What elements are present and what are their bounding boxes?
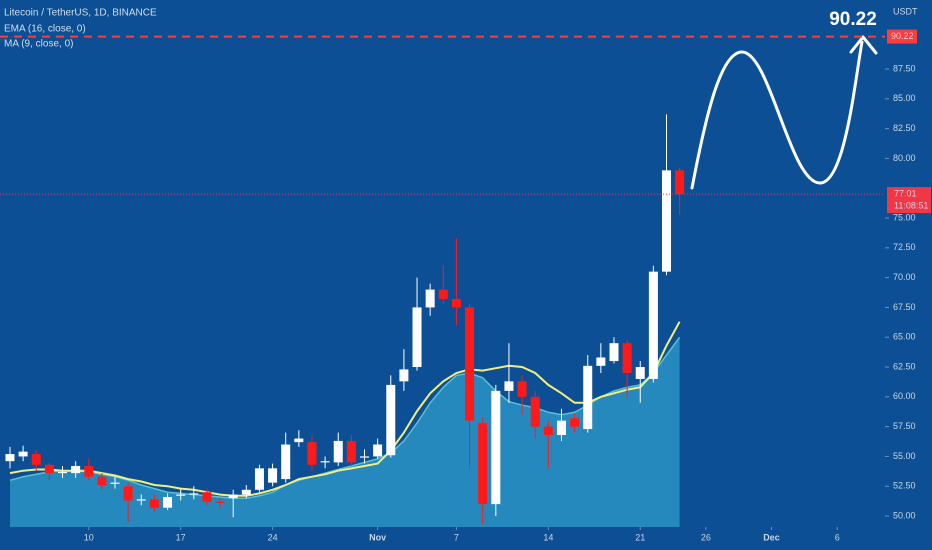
candle-body [241,489,251,495]
candle-body [215,501,225,503]
candle-body [228,494,238,499]
x-tick-label: Nov [369,532,386,542]
y-unit: USDT [893,6,918,16]
candle-body [360,456,370,458]
legend-entry: MA (9, close, 0) [4,39,73,50]
countdown-label: 11:08:51 [894,200,928,210]
candle-body [163,496,173,508]
candle-body [5,454,15,462]
y-tick-label: 80.00 [893,153,916,163]
candle-body [386,384,396,456]
y-tick-label: 82.50 [893,123,916,133]
candle-body [517,381,527,397]
price-label: 77.01 [894,188,917,198]
candle-body [281,444,291,480]
candle-body [307,442,317,465]
candle-body [333,440,343,463]
y-tick-label: 67.50 [893,302,916,312]
target-annotation: 90.22 [829,9,877,30]
target-axis-label: 90.22 [891,31,914,41]
y-tick-label: 52.50 [893,481,916,491]
x-tick-label: 17 [176,532,186,542]
candle-body [425,289,435,308]
candle-body [44,464,54,474]
candle-body [399,369,409,382]
x-tick-label: 14 [543,532,553,542]
candle-body [675,170,685,195]
x-tick-label: 10 [84,532,94,542]
candle-body [202,492,212,502]
x-tick-label: Dec [763,532,780,542]
x-tick-label: 7 [454,532,459,542]
candle-body [31,454,41,465]
y-tick-label: 60.00 [893,391,916,401]
candle-body [622,343,632,373]
candle-body [268,468,278,483]
candle-body [491,390,501,505]
candle-body [556,420,566,435]
y-tick-label: 72.50 [893,242,916,252]
candle-body [543,426,553,435]
candle-body [346,440,356,463]
candle-body [412,307,422,368]
y-tick-label: 50.00 [893,510,916,520]
ma-line [9,336,681,499]
y-tick-label: 57.50 [893,421,916,431]
y-tick-label: 75.00 [893,212,916,222]
candle-body [583,365,593,430]
y-tick-label: 55.00 [893,451,916,461]
candle-body [438,289,448,300]
chart-title: Litecoin / TetherUS, 1D, BINANCE [4,8,157,19]
candle-body [648,271,658,379]
candle-body [71,465,81,474]
candle-body [662,170,672,272]
legend-entry: EMA (16, close, 0) [4,24,86,35]
candle-body [254,468,264,490]
candle-body [373,444,383,457]
candle-body [451,299,461,308]
drawing-arrowhead [849,35,878,55]
candle-body [478,423,488,505]
candle-body [123,486,133,501]
price-box [887,187,931,214]
candle-body [176,494,186,496]
candle-body [530,396,540,427]
candle-body [596,357,606,366]
drawing-curve [690,40,864,190]
candle-body [149,499,159,508]
candle-body [294,438,304,443]
candle-body [189,493,199,495]
x-tick-label: 26 [701,532,711,542]
candle-body [570,418,580,427]
y-tick-label: 87.50 [893,63,916,73]
x-tick-label: 21 [635,532,645,542]
candle-body [320,461,330,463]
candle-body [504,381,514,391]
candle-body [18,451,28,457]
candle-body [635,367,645,379]
candle-body [465,307,475,421]
ma-area [10,337,680,527]
y-tick-label: 70.00 [893,272,916,282]
candle-body [136,499,146,501]
y-tick-label: 62.50 [893,361,916,371]
x-tick-label: 24 [268,532,278,542]
candle-body [110,482,120,484]
candle-body [609,343,619,362]
ema-line [9,321,681,497]
target-box [887,29,917,44]
candle-body [84,465,94,477]
candle-body [97,476,107,486]
candle-body [58,471,68,474]
y-tick-label: 85.00 [893,93,916,103]
y-tick-label: 65.00 [893,332,916,342]
x-tick-label: 6 [835,532,840,542]
